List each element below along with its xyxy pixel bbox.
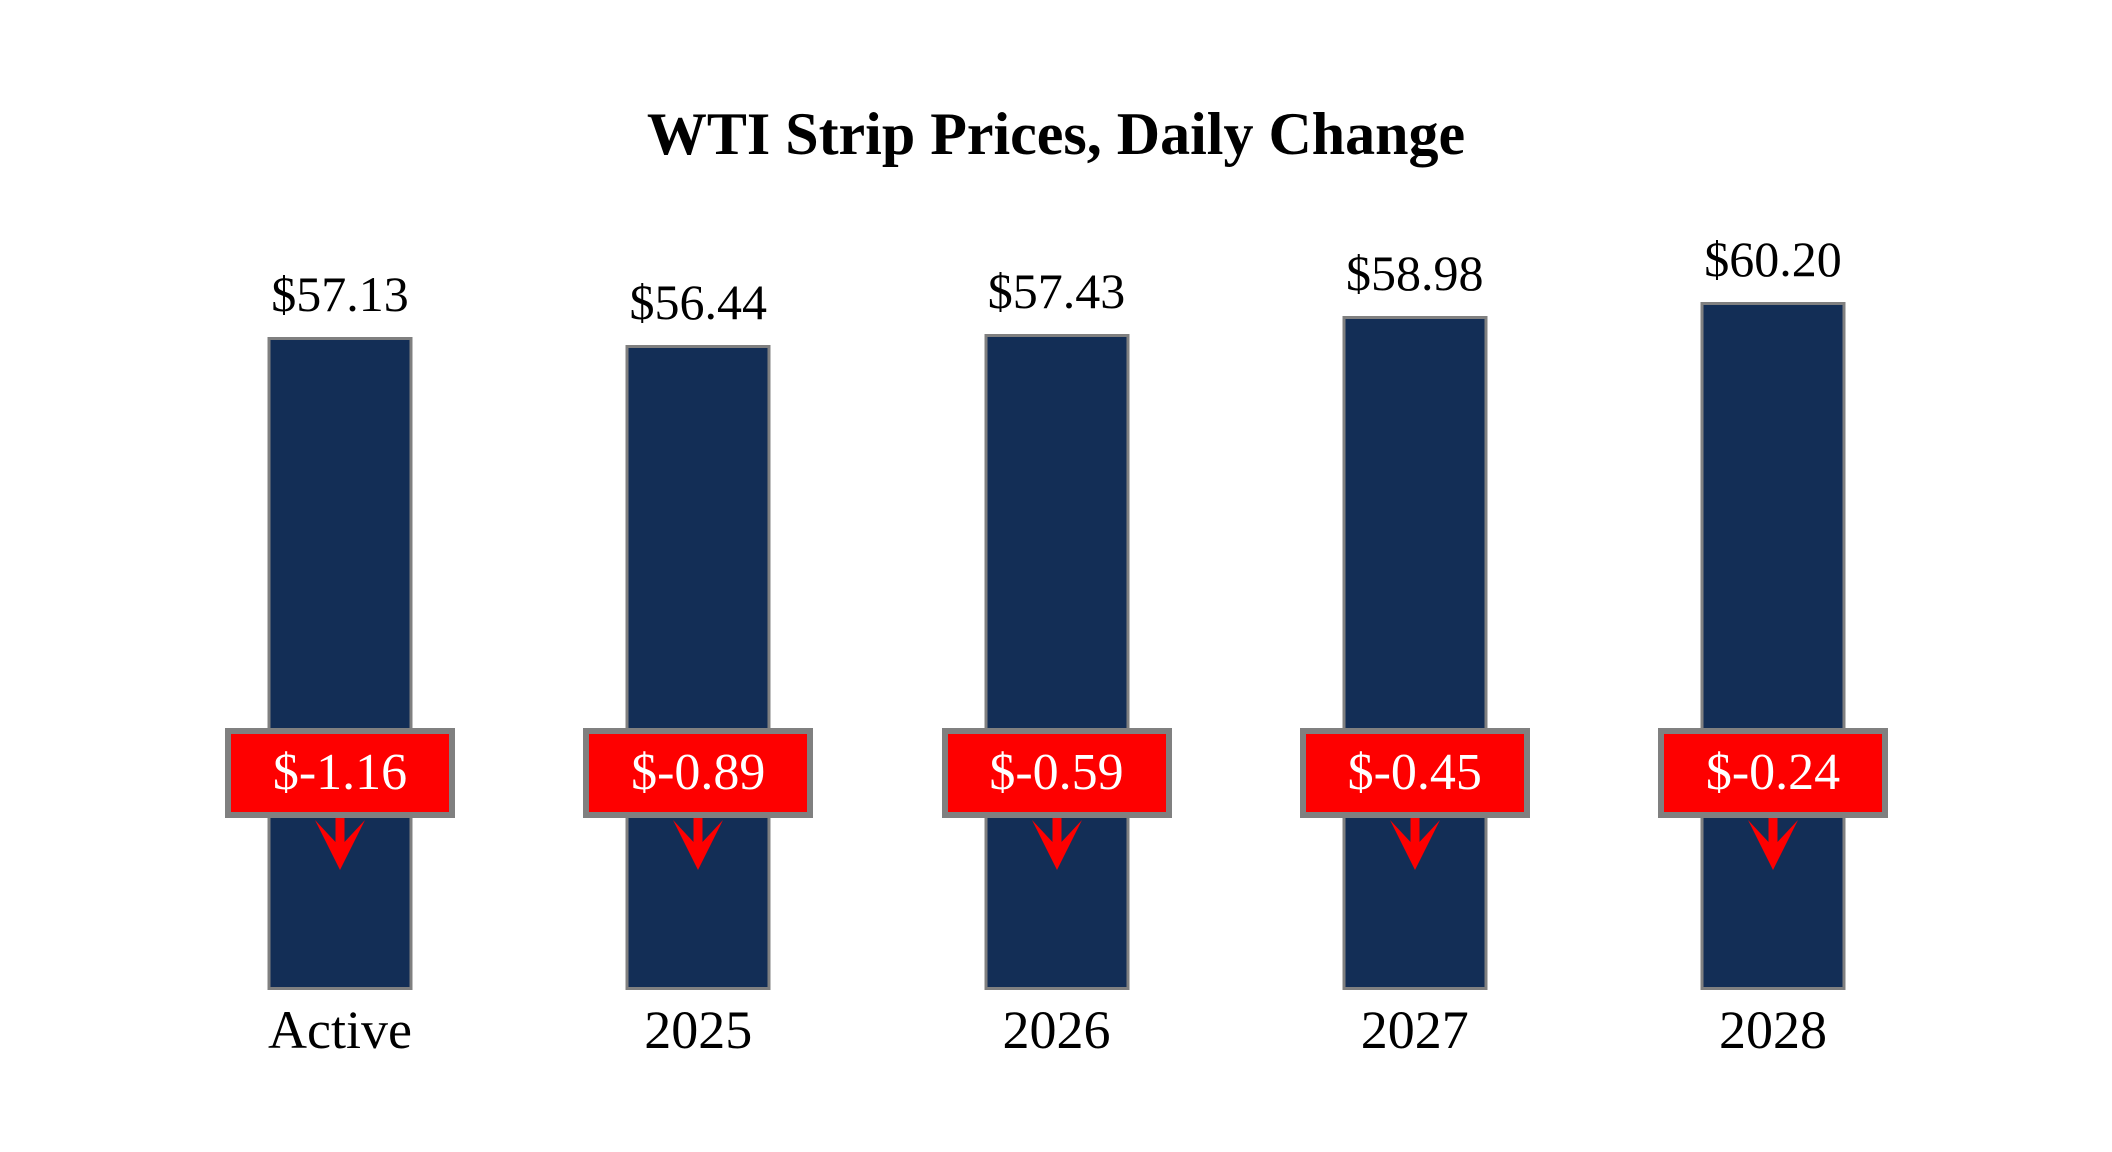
bar-value-label: $56.44 xyxy=(629,274,768,330)
change-badge-label: $-0.89 xyxy=(631,744,766,801)
bar xyxy=(984,334,1129,990)
bar-value-label: $57.13 xyxy=(271,266,409,322)
bar-group-2026: $57.43 $-0.59 2026 xyxy=(877,0,1237,1152)
bar xyxy=(1700,302,1846,990)
bar xyxy=(267,337,413,990)
down-arrow-icon xyxy=(1031,816,1082,870)
bar-group-active: $57.13 $-1.16 Active xyxy=(160,0,520,1152)
category-label: 2026 xyxy=(1002,1000,1111,1060)
down-arrow-icon xyxy=(673,816,724,870)
bar-group-2027: $58.98 $-0.45 2027 xyxy=(1235,0,1595,1152)
change-badge-label: $-0.24 xyxy=(1705,744,1841,801)
change-badge-label: $-0.45 xyxy=(1347,744,1482,801)
change-badge: $-0.59 xyxy=(941,728,1172,818)
bar-value-label: $58.98 xyxy=(1346,245,1484,301)
bar xyxy=(1342,316,1488,990)
category-label: 2027 xyxy=(1360,1000,1469,1060)
change-badge-label: $-0.59 xyxy=(989,744,1124,801)
change-badge: $-0.89 xyxy=(583,728,814,818)
change-badge: $-0.24 xyxy=(1658,728,1888,818)
change-badge: $-1.16 xyxy=(225,728,455,818)
down-arrow-icon xyxy=(315,816,365,870)
down-arrow-icon xyxy=(1748,816,1798,870)
change-badge: $-0.45 xyxy=(1299,728,1530,818)
category-label: 2028 xyxy=(1719,1000,1827,1060)
bar xyxy=(625,345,771,990)
chart-title: WTI Strip Prices, Daily Change xyxy=(646,101,1466,167)
down-arrow-icon xyxy=(1389,816,1440,870)
category-label: Active xyxy=(268,1000,412,1060)
bar-value-label: $60.20 xyxy=(1704,231,1842,287)
bar-value-label: $57.43 xyxy=(987,263,1126,319)
category-label: 2025 xyxy=(644,1000,753,1060)
bar-group-2028: $60.20 $-0.24 2028 xyxy=(1593,0,1953,1152)
bar-group-2025: $56.44 $-0.89 2025 xyxy=(518,0,878,1152)
change-badge-label: $-1.16 xyxy=(272,744,408,801)
